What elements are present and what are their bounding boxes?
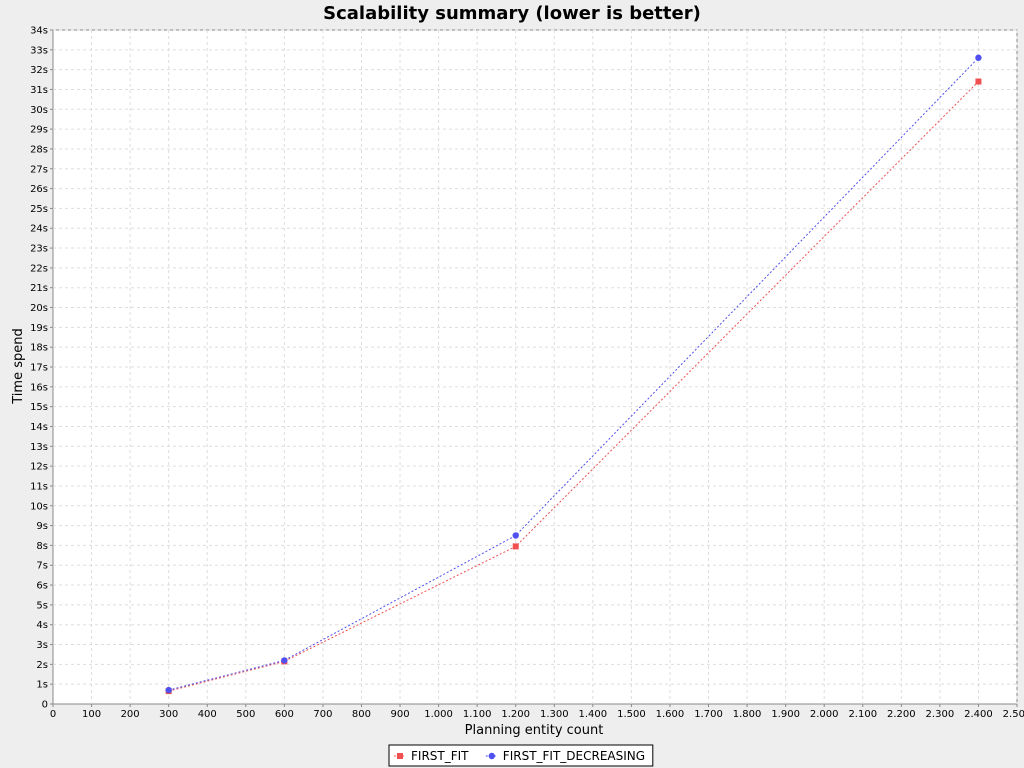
y-tick-label: 30s	[30, 105, 48, 116]
data-point	[512, 532, 519, 539]
x-tick-label: 1.700	[694, 709, 723, 720]
x-tick-label: 0	[50, 709, 56, 720]
x-tick-label: 100	[82, 709, 101, 720]
y-tick-label: 2s	[36, 660, 48, 671]
x-tick-label: 2.200	[887, 709, 916, 720]
chart-title: Scalability summary (lower is better)	[323, 3, 701, 24]
x-tick-label: 1.500	[617, 709, 646, 720]
y-tick-label: 8s	[36, 541, 48, 552]
x-tick-label: 1.100	[463, 709, 492, 720]
series-line	[168, 81, 979, 692]
y-tick-label: 17s	[30, 363, 48, 374]
x-tick-label: 900	[390, 709, 409, 720]
y-tick-label: 15s	[30, 402, 48, 413]
axes: 0 100 200 300 400 500 600 700 800 900 1.000 1.100 1.…	[30, 26, 1024, 721]
y-tick-label: 0	[42, 700, 48, 711]
x-tick-label: 500	[236, 709, 255, 720]
data-point	[165, 686, 172, 694]
x-tick-label: 1.200	[501, 709, 530, 720]
x-tick-label: 1.000	[424, 709, 453, 720]
x-tick-label: 2.400	[964, 709, 993, 720]
y-tick-label: 1s	[36, 680, 48, 691]
y-tick-label: 34s	[30, 26, 48, 37]
legend-label: FIRST_FIT	[411, 749, 469, 763]
grid-lines	[53, 29, 1018, 704]
x-tick-label: 700	[313, 709, 332, 720]
x-tick-label: 400	[198, 709, 217, 720]
y-tick-label: 18s	[30, 343, 48, 354]
y-tick-label: 11s	[30, 481, 48, 492]
legend-label: FIRST_FIT_DECREASING	[503, 749, 645, 763]
y-tick-label: 10s	[30, 501, 48, 512]
legend-marker	[488, 752, 495, 760]
x-axis-label: Planning entity count	[465, 723, 604, 738]
y-tick-label: 31s	[30, 85, 48, 96]
x-tick-label: 600	[275, 709, 294, 720]
y-tick-label: 4s	[36, 620, 48, 631]
y-axis-label: Time spend	[11, 328, 26, 404]
y-tick-label: 25s	[30, 204, 48, 215]
x-tick-label: 2.500	[1003, 709, 1024, 720]
y-tick-label: 14s	[30, 422, 48, 433]
legend-item: FIRST_FIT_DECREASING	[485, 749, 645, 763]
y-tick-label: 32s	[30, 65, 48, 76]
series-layer	[165, 54, 982, 695]
y-tick-label: 7s	[36, 561, 48, 572]
y-tick-label: 20s	[30, 303, 48, 314]
x-tick-label: 1.300	[540, 709, 569, 720]
y-tick-label: 23s	[30, 244, 48, 255]
y-tick-label: 24s	[30, 224, 48, 235]
y-tick-label: 12s	[30, 462, 48, 473]
y-tick-label: 6s	[36, 581, 48, 592]
y-tick-label: 22s	[30, 263, 48, 274]
y-tick-label: 29s	[30, 125, 48, 136]
y-tick-label: 9s	[36, 521, 48, 532]
y-tick-label: 21s	[30, 283, 48, 294]
y-tick-label: 16s	[30, 382, 48, 393]
legend-item: FIRST_FIT	[394, 749, 469, 763]
y-tick-label: 13s	[30, 442, 48, 453]
y-tick-label: 28s	[30, 144, 48, 155]
data-point	[975, 54, 982, 61]
x-tick-label: 1.800	[733, 709, 762, 720]
legend: FIRST_FIT FIRST_FIT_DECREASING	[388, 744, 654, 767]
x-tick-label: 300	[159, 709, 178, 720]
legend-marker	[397, 753, 403, 759]
y-tick-label: 26s	[30, 184, 48, 195]
x-tick-label: 1.900	[771, 709, 800, 720]
series-first-fit-decreasing	[165, 54, 982, 694]
y-tick-label: 3s	[36, 640, 48, 651]
x-tick-label: 2.100	[848, 709, 877, 720]
y-tick-label: 19s	[30, 323, 48, 334]
data-point	[975, 78, 982, 85]
x-tick-label: 800	[352, 709, 371, 720]
data-point	[281, 657, 288, 664]
x-tick-label: 1.600	[656, 709, 685, 720]
y-tick-label: 5s	[36, 600, 48, 611]
legend-box	[388, 744, 654, 767]
data-point	[512, 543, 519, 550]
y-tick-label: 27s	[30, 164, 48, 175]
x-tick-label: 2.300	[926, 709, 955, 720]
y-tick-label: 33s	[30, 45, 48, 56]
x-tick-label: 1.400	[579, 709, 608, 720]
x-tick-label: 200	[121, 709, 140, 720]
x-tick-label: 2.000	[810, 709, 839, 720]
